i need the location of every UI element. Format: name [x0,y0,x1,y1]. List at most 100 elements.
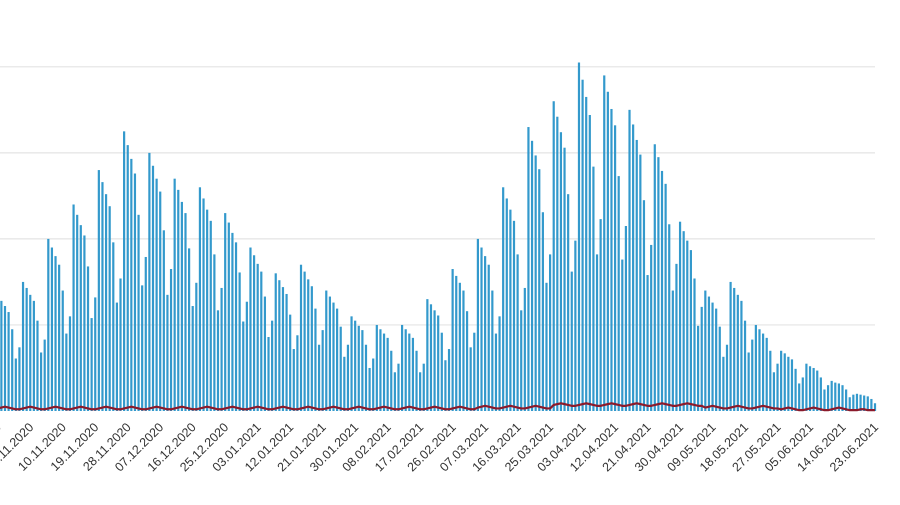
bar [289,314,292,411]
bar [61,290,64,411]
bar [58,264,61,411]
bar [689,250,692,411]
bar [509,209,512,411]
bar [198,187,202,411]
bar [545,282,548,411]
bar [819,377,822,411]
bar [346,344,350,411]
bar [769,350,772,411]
bar [173,178,176,411]
bar [447,349,451,411]
bar [473,332,476,411]
bar [848,397,851,411]
bar [43,339,46,411]
bar [224,213,227,411]
bar [491,290,494,411]
bar [317,344,321,411]
bar [3,306,7,411]
bar [754,324,757,411]
bar [812,367,815,411]
bar [653,144,656,412]
bar [780,350,783,411]
bar [415,350,418,411]
bar [527,127,530,411]
bar [252,255,256,411]
bar [621,259,624,411]
bar [209,220,212,411]
bar [101,182,104,411]
bar [610,108,613,411]
bar [155,178,158,411]
bar [671,290,674,411]
bar [523,287,526,411]
bar [130,158,133,411]
bar [39,352,43,411]
bar [328,296,331,411]
bar [137,214,140,411]
bar [563,147,566,411]
bar [299,264,303,411]
bar [249,247,252,411]
bar [783,353,786,411]
bar [336,308,339,411]
bar [458,282,461,411]
bar [855,393,859,411]
bar [429,304,433,411]
bar [758,329,761,411]
bar [213,254,216,411]
bar [231,232,234,411]
bar [577,62,581,411]
bar [718,326,721,411]
bar [538,169,541,411]
bar [339,326,342,411]
bar [267,337,270,411]
bar [798,383,801,411]
bar [180,201,183,411]
bar [613,125,617,411]
bar [444,360,447,411]
bar [195,282,198,411]
bar [512,220,516,411]
bar [177,189,180,411]
bar [68,316,72,411]
bar [216,310,220,411]
bar [484,256,487,411]
bar [426,299,429,411]
bar [570,271,573,411]
bar [697,325,700,411]
bar [632,124,635,411]
bar [834,382,837,411]
bar [725,344,729,411]
bar [686,240,689,411]
bar [144,256,147,411]
bar [801,377,804,411]
bar [350,316,353,411]
bar [465,311,469,411]
bar [599,219,602,411]
bar [635,139,638,411]
bar [639,154,642,411]
bar [242,321,245,411]
bar [126,145,129,411]
bar [747,352,750,411]
bar [32,300,35,411]
bar [260,271,263,411]
bar [343,356,346,411]
bar [595,254,599,411]
bar [826,385,830,411]
bar [433,310,436,411]
bar [263,296,267,411]
bar [845,389,848,411]
bar [115,302,118,411]
bar [455,275,458,411]
bar [476,238,479,411]
bar [794,368,797,411]
bar [390,350,393,411]
bar [234,242,238,411]
bar [21,281,25,411]
bar [574,240,577,411]
bar [606,91,609,411]
bar [411,337,415,411]
